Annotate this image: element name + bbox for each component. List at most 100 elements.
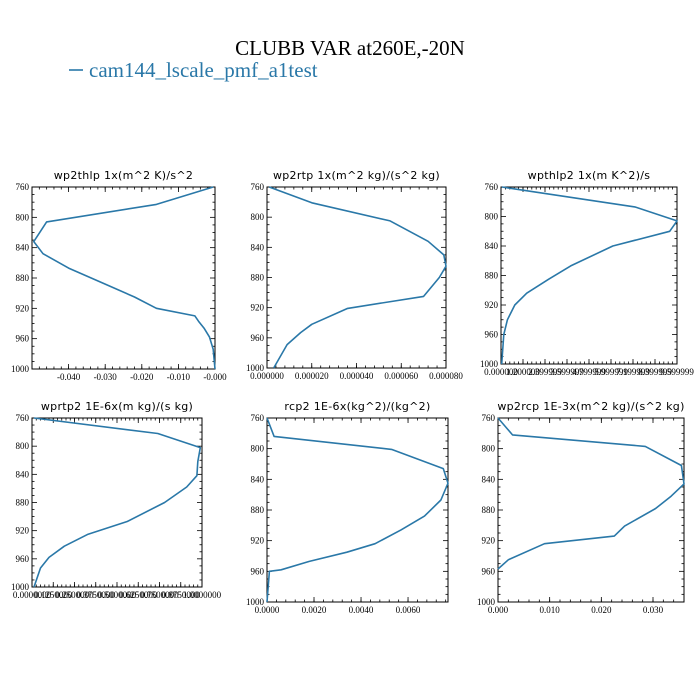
x-tick-label: 0.7500000 — [140, 590, 179, 600]
y-tick-label: 960 — [485, 330, 499, 340]
x-tick-label: -0.020 — [130, 372, 154, 382]
x-tick-label: 0.030 — [643, 605, 664, 615]
x-tick-label: 0.0000000 — [13, 590, 52, 600]
y-tick-label: 880 — [251, 273, 265, 283]
y-tick-label: 840 — [251, 242, 265, 252]
plot-frame — [266, 186, 447, 369]
y-tick-label: 840 — [251, 474, 265, 484]
y-tick-label: 800 — [251, 212, 265, 222]
y-tick-label: 880 — [251, 505, 265, 515]
y-tick-label: 760 — [482, 413, 496, 423]
y-tick-label: 840 — [482, 474, 496, 484]
y-tick-label: 880 — [482, 505, 496, 515]
x-tick-label: 0.010 — [540, 605, 561, 615]
panel-3: wpthlp2 1x(m K^2)/s 760 800 840 880 920 960 100… — [480, 169, 694, 377]
x-tick-label: 0.000 — [488, 605, 509, 615]
y-tick-label: 960 — [16, 334, 30, 344]
x-tick-label: 7.199999 — [616, 367, 650, 377]
x-tick-label: 0.1250000 — [34, 590, 73, 600]
y-tick-label: 840 — [485, 241, 499, 251]
x-tick-label: 0.000060 — [384, 371, 418, 381]
y-tick-label: 920 — [251, 536, 265, 546]
y-tick-label: 920 — [482, 536, 496, 546]
x-tick-label: 0.020 — [591, 605, 612, 615]
series-line — [497, 417, 685, 570]
y-tick-label: 800 — [16, 441, 30, 451]
y-tick-label: 1000 — [11, 364, 30, 374]
x-tick-label: 0.0040 — [349, 605, 374, 615]
series-line — [500, 186, 678, 365]
y-tick-label: 840 — [16, 243, 30, 253]
x-tick-label: 0.6250000 — [119, 590, 158, 600]
plot-frame — [497, 417, 685, 603]
x-tick-label: 0.000000 — [250, 371, 284, 381]
x-tick-label: -0.040 — [57, 372, 81, 382]
x-tick-label: 1.200000 — [506, 367, 540, 377]
x-tick-label: -0.030 — [94, 372, 118, 382]
x-tick-label: 2.399999 — [528, 367, 562, 377]
y-tick-label: 800 — [482, 444, 496, 454]
panel-title: wp2rtp 1x(m^2 kg)/(s^2 kg) — [273, 169, 440, 182]
panel-title: wp2thlp 1x(m^2 K)/s^2 — [54, 169, 193, 182]
figure-title: CLUBB VAR at260E,-20N — [235, 36, 465, 60]
y-tick-label: 760 — [485, 182, 499, 192]
y-tick-label: 840 — [16, 469, 30, 479]
y-tick-label: 1000 — [477, 597, 496, 607]
panel-title: wprtp2 1E-6x(m kg)/(s kg) — [41, 400, 193, 413]
y-tick-label: 880 — [16, 273, 30, 283]
y-tick-label: 760 — [16, 413, 30, 423]
x-tick-label: 0.5000000 — [98, 590, 137, 600]
x-tick-label: 0.8750000 — [162, 590, 201, 600]
legend-label: cam144_lscale_pmf_a1test — [89, 58, 318, 82]
plot-frame — [31, 417, 203, 588]
x-tick-label: 0.0020 — [302, 605, 327, 615]
panel-4: wprtp2 1E-6x(m kg)/(s kg) 760 800 840 880 920… — [11, 400, 222, 600]
y-tick-label: 800 — [485, 212, 499, 222]
x-tick-label: 1.0000000 — [183, 590, 222, 600]
panels: wp2thlp 1x(m^2 K)/s^2 760 800 840 880 920 960 1… — [11, 169, 694, 615]
y-tick-label: 920 — [485, 300, 499, 310]
y-tick-label: 920 — [251, 303, 265, 313]
y-tick-label: 760 — [251, 182, 265, 192]
panel-1: wp2thlp 1x(m^2 K)/s^2 760 800 840 880 920 960 1… — [11, 169, 227, 382]
panel-title: wpthlp2 1x(m K^2)/s — [528, 169, 651, 182]
y-tick-label: 760 — [251, 413, 265, 423]
plot-frame — [31, 186, 216, 370]
x-tick-label: 0.000080 — [429, 371, 463, 381]
x-tick-label: -0.010 — [167, 372, 191, 382]
y-tick-label: 800 — [16, 212, 30, 222]
y-tick-label: 920 — [16, 526, 30, 536]
y-tick-label: 920 — [16, 303, 30, 313]
x-tick-label: 0.000040 — [340, 371, 374, 381]
series-line — [268, 186, 447, 369]
y-tick-label: 880 — [485, 271, 499, 281]
y-tick-label: 1000 — [246, 597, 265, 607]
y-tick-label: 800 — [251, 444, 265, 454]
x-tick-label: 5.999999 — [594, 367, 628, 377]
x-tick-label: 0.2500000 — [55, 590, 94, 600]
x-tick-label: -0.000 — [203, 372, 227, 382]
plot-frame — [500, 186, 678, 365]
x-tick-label: 0.0060 — [396, 605, 421, 615]
x-tick-label: 3.599999 — [550, 367, 584, 377]
x-tick-label: 0.0000 — [255, 605, 280, 615]
x-tick-label: 4.799999 — [572, 367, 606, 377]
y-tick-label: 880 — [16, 498, 30, 508]
y-tick-label: 1000 — [11, 582, 30, 592]
y-tick-label: 960 — [482, 566, 496, 576]
y-tick-label: 960 — [16, 554, 30, 564]
panel-2: wp2rtp 1x(m^2 kg)/(s^2 kg) 760 800 840 880 92… — [246, 169, 463, 381]
y-tick-label: 1000 — [246, 363, 265, 373]
y-tick-label: 960 — [251, 333, 265, 343]
x-tick-label: 0.3750000 — [77, 590, 116, 600]
y-tick-label: 1000 — [480, 359, 499, 369]
panel-6: wp2rcp 1E-3x(m^2 kg)/(s^2 kg)760 800 840 88… — [477, 400, 685, 615]
series-line — [32, 186, 216, 370]
legend: cam144_lscale_pmf_a1test — [69, 58, 318, 82]
y-tick-label: 960 — [251, 566, 265, 576]
x-tick-label: 0.000000 — [484, 367, 518, 377]
x-tick-label: 9.599999 — [660, 367, 694, 377]
panel-title: wp2rcp 1E-3x(m^2 kg)/(s^2 kg) — [497, 400, 684, 413]
panel-5: rcp2 1E-6x(kg^2)/(kg^2) 760 800 840 880 920 96… — [246, 400, 449, 615]
